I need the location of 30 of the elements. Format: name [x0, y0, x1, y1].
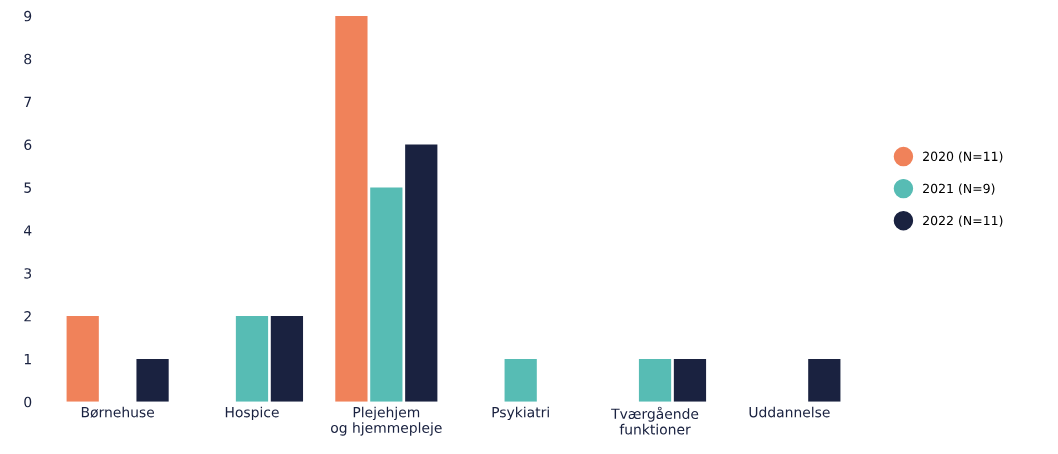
- x-tick-label: Plejehjem og hjemmepleje: [331, 406, 442, 436]
- bar: [673, 358, 707, 402]
- bar: [335, 15, 368, 402]
- bar: [235, 316, 269, 402]
- legend-label: 2020 (N=11): [923, 151, 1003, 163]
- x-tick-label: Hospice: [225, 406, 279, 421]
- bar: [66, 316, 99, 402]
- legend-label: 2021 (N=9): [923, 183, 995, 195]
- y-tick-label: 1: [24, 354, 31, 365]
- y-tick-label: 5: [24, 182, 31, 193]
- y-tick-label: 9: [24, 10, 32, 22]
- bar: [405, 144, 438, 402]
- x-tick-label: Tværgående funktioner: [611, 406, 699, 435]
- x-tick-label: Uddannelse: [749, 406, 830, 418]
- bar: [808, 358, 841, 402]
- bar: [638, 358, 672, 402]
- y-tick-label: 2: [24, 311, 31, 322]
- x-tick-label: Børnehuse: [81, 406, 155, 418]
- y-tick-label: 4: [24, 225, 32, 236]
- y-tick-label: 7: [24, 96, 31, 107]
- bar: [270, 316, 304, 402]
- bar: [136, 358, 169, 402]
- y-tick-label: 0: [24, 396, 32, 408]
- y-tick-label: 3: [24, 268, 32, 279]
- legend-label: 2022 (N=11): [923, 215, 1003, 227]
- y-tick-label: 8: [24, 53, 32, 65]
- x-tick-label: Psykiatri: [492, 406, 549, 421]
- bar: [370, 187, 403, 402]
- y-tick-label: 6: [24, 139, 32, 150]
- bar: [504, 358, 537, 402]
